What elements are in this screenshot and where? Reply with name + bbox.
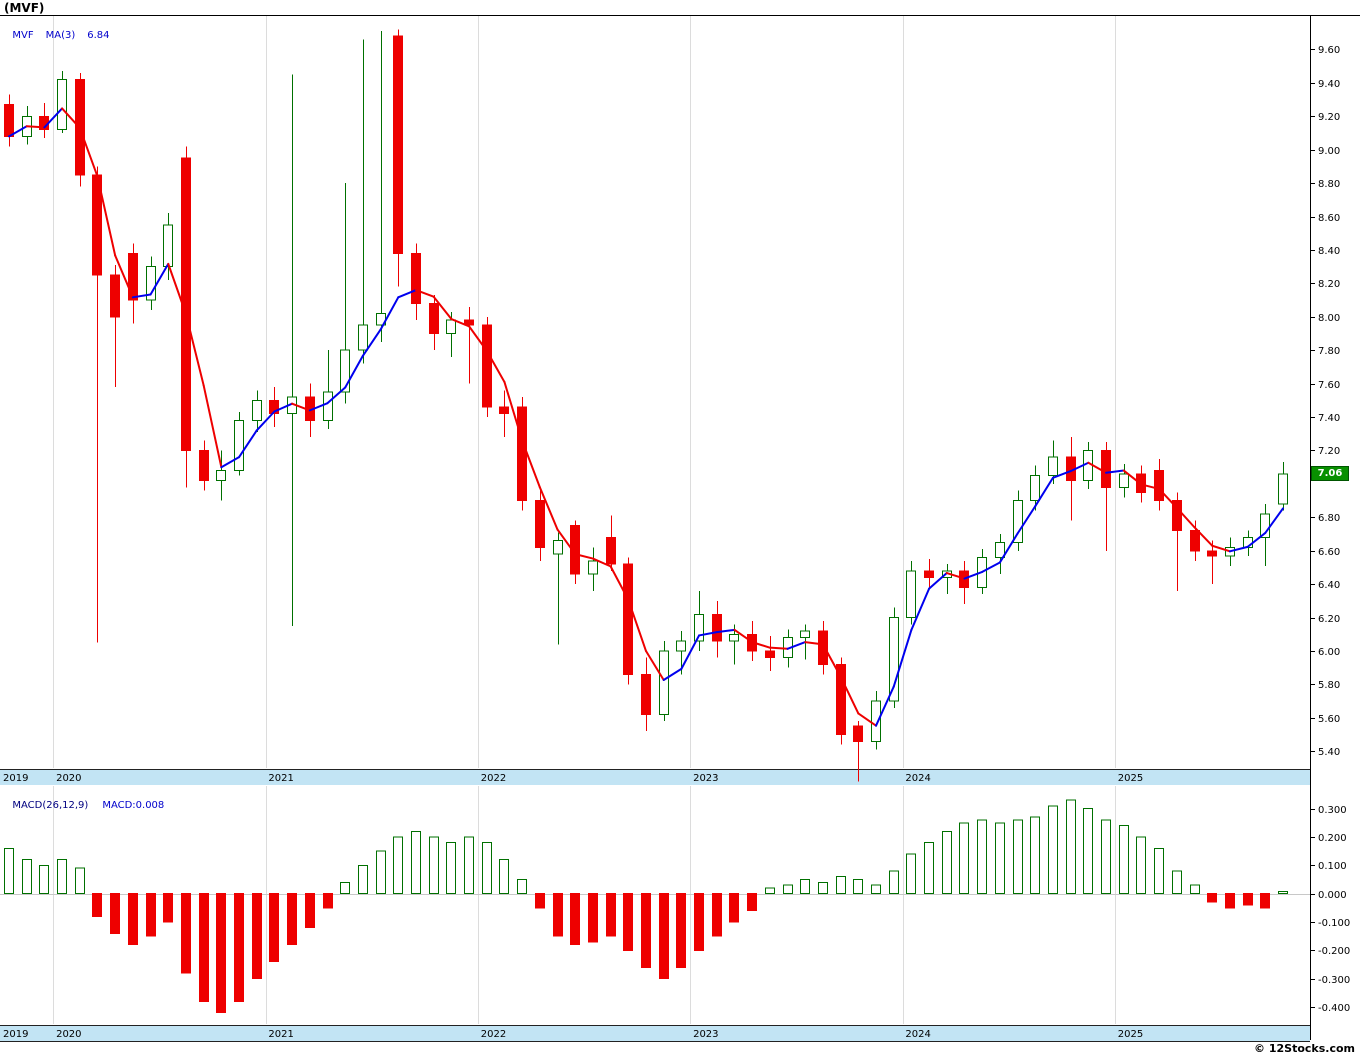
svg-text:2020: 2020 — [56, 1029, 81, 1040]
ma-legend-label: MA(3) — [45, 30, 76, 41]
svg-text:2025: 2025 — [1118, 773, 1143, 784]
svg-text:2019: 2019 — [3, 773, 28, 784]
svg-text:8.80: 8.80 — [1318, 179, 1340, 190]
svg-text:0.200: 0.200 — [1318, 833, 1347, 844]
x-axis-year-band-top — [0, 769, 1310, 785]
svg-text:2020: 2020 — [56, 773, 81, 784]
svg-text:2022: 2022 — [481, 1029, 506, 1040]
svg-text:5.40: 5.40 — [1318, 747, 1340, 758]
svg-text:2022: 2022 — [481, 773, 506, 784]
last-price-badge: 7.06 — [1311, 465, 1349, 481]
ma-legend-value: 6.84 — [87, 30, 110, 41]
svg-text:6.60: 6.60 — [1318, 547, 1340, 558]
svg-text:0.300: 0.300 — [1318, 805, 1347, 816]
ma-line — [8, 107, 1284, 727]
svg-text:9.60: 9.60 — [1318, 45, 1340, 56]
svg-text:-0.400: -0.400 — [1318, 1003, 1350, 1014]
svg-text:8.00: 8.00 — [1318, 313, 1340, 324]
price-legend: MVF MA(3) 6.84 — [6, 19, 122, 41]
price-symbol-label: MVF — [12, 30, 34, 41]
svg-text:5.60: 5.60 — [1318, 714, 1340, 725]
macd-axis: 0.300 0.200 0.100 0.000 -0.100 -0.200 -0.300 -0… — [1310, 805, 1350, 1014]
year-gridlines — [53, 16, 1116, 1024]
svg-text:6.40: 6.40 — [1318, 580, 1340, 591]
svg-text:9.20: 9.20 — [1318, 112, 1340, 123]
svg-text:2024: 2024 — [905, 773, 930, 784]
macd-legend-value: MACD:0.008 — [102, 800, 165, 811]
svg-text:2019: 2019 — [3, 1029, 28, 1040]
macd-legend-label: MACD(26,12,9) — [12, 800, 89, 811]
svg-text:7.40: 7.40 — [1318, 413, 1340, 424]
svg-text:9.40: 9.40 — [1318, 79, 1340, 90]
svg-text:8.20: 8.20 — [1318, 279, 1340, 290]
svg-text:8.60: 8.60 — [1318, 213, 1340, 224]
svg-text:2021: 2021 — [268, 773, 293, 784]
right-axis-line — [1310, 16, 1311, 1040]
macd-legend: MACD(26,12,9) MACD:0.008 — [6, 789, 178, 811]
candlesticks — [4, 29, 1288, 782]
svg-text:6.00: 6.00 — [1318, 647, 1340, 658]
title-bar: (MVF) — [0, 0, 1360, 16]
svg-text:2025: 2025 — [1118, 1029, 1143, 1040]
svg-text:7.60: 7.60 — [1318, 380, 1340, 391]
svg-text:2023: 2023 — [693, 773, 718, 784]
svg-text:7.20: 7.20 — [1318, 446, 1340, 457]
svg-text:6.80: 6.80 — [1318, 513, 1340, 524]
svg-text:2021: 2021 — [268, 1029, 293, 1040]
svg-text:-0.200: -0.200 — [1318, 946, 1350, 957]
year-axis-labels: 2019 2019 2020 2020 2021 2021 2022 2022 2023 2023… — [3, 773, 1143, 1040]
ticker-title: (MVF) — [4, 1, 45, 15]
svg-text:6.20: 6.20 — [1318, 614, 1340, 625]
svg-text:5.80: 5.80 — [1318, 680, 1340, 691]
svg-text:0.000: 0.000 — [1318, 890, 1347, 901]
svg-text:9.00: 9.00 — [1318, 146, 1340, 157]
svg-text:-0.100: -0.100 — [1318, 918, 1350, 929]
x-axis-year-band-bottom — [0, 1025, 1310, 1042]
svg-text:8.40: 8.40 — [1318, 246, 1340, 257]
price-axis: 9.60 9.40 9.20 9.00 8.80 8.60 8.40 8.20 8.00 7.80… — [1310, 45, 1340, 758]
svg-text:2024: 2024 — [905, 1029, 930, 1040]
svg-text:7.80: 7.80 — [1318, 346, 1340, 357]
macd-histogram — [4, 799, 1288, 1014]
copyright-text: © 12Stocks.com — [1254, 1042, 1355, 1055]
svg-text:-0.300: -0.300 — [1318, 975, 1350, 986]
svg-text:0.100: 0.100 — [1318, 861, 1347, 872]
svg-text:2023: 2023 — [693, 1029, 718, 1040]
